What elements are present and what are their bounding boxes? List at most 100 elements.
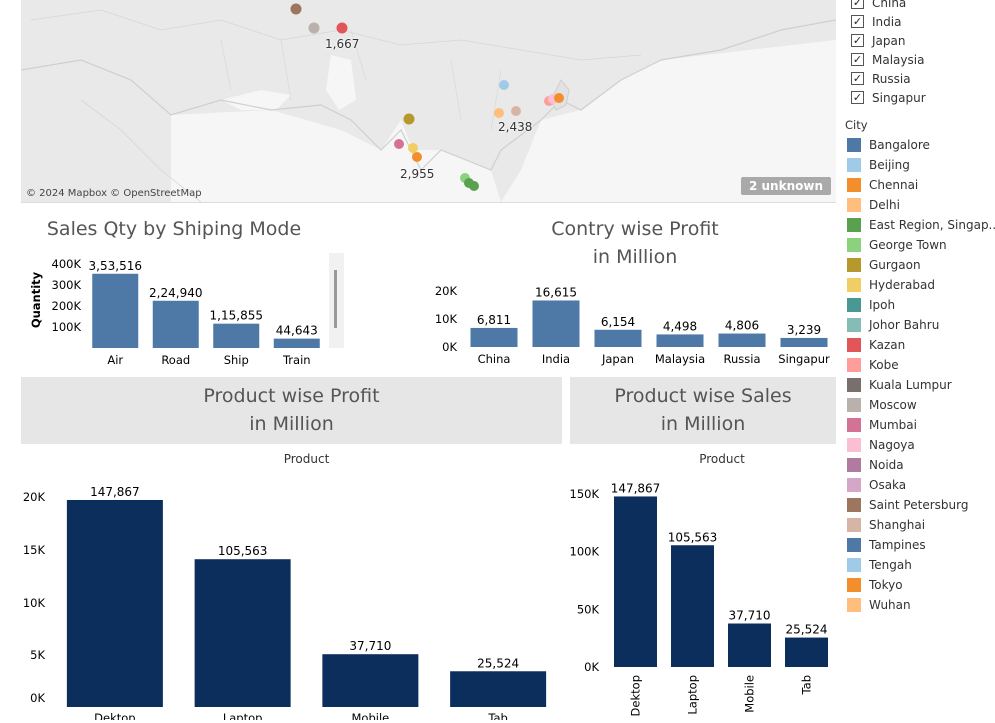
country-filter-item[interactable]: ✓ Singapur	[851, 88, 926, 107]
city-map[interactable]: 1,667 2,438 2,955 © 2024 Mapbox © OpenSt…	[21, 0, 836, 203]
legend-item[interactable]: Gurgaon	[847, 255, 921, 275]
x-tick-label: Mobile	[352, 711, 390, 720]
country-filter-label: Malaysia	[872, 52, 925, 67]
title-band-product-profit	[21, 377, 562, 444]
unknown-badge[interactable]: 2 unknown	[740, 177, 831, 195]
bar	[671, 545, 714, 667]
legend-swatch	[847, 318, 861, 332]
y-tick-label: 10K	[23, 596, 46, 610]
y-tick-label: 100K	[52, 320, 82, 334]
x-tick-label: Japan	[601, 352, 634, 366]
bar	[450, 671, 547, 707]
legend-item[interactable]: Mumbai	[847, 415, 917, 435]
legend-item[interactable]: Ipoh	[847, 295, 895, 315]
legend-item[interactable]: Wuhan	[847, 595, 911, 615]
legend-item[interactable]: Johor Bahru	[847, 315, 939, 335]
bar	[780, 337, 828, 347]
title-band-product-sales	[570, 377, 836, 444]
x-tick-label: Laptop	[223, 711, 263, 720]
legend-swatch	[847, 358, 861, 372]
country-filter-label: Japan	[872, 33, 906, 48]
y-tick-label: 400K	[52, 257, 82, 271]
legend-swatch	[847, 418, 861, 432]
y-tick-label: 5K	[30, 648, 45, 662]
y-tick-label: 150K	[570, 487, 599, 501]
bar	[728, 623, 771, 667]
legend-item[interactable]: Kobe	[847, 355, 899, 375]
checkbox[interactable]: ✓	[851, 91, 864, 104]
country-filter-item[interactable]: ✓ India	[851, 12, 901, 31]
legend-item[interactable]: Nagoya	[847, 435, 915, 455]
chart-product-sales: 150K 100K 50K 0K 147,867 Dektop 105,563 Laptop 3…	[570, 481, 828, 716]
bar	[194, 559, 291, 707]
legend-item[interactable]: Osaka	[847, 475, 906, 495]
checkbox[interactable]: ✓	[851, 15, 864, 28]
y-tick-label: 100K	[570, 545, 599, 559]
legend-swatch	[847, 238, 861, 252]
country-filter-label: Russia	[872, 71, 911, 86]
x-tick-label: Tab	[487, 711, 507, 720]
chart-title-country-profit: Contry wise Profit in Million	[430, 215, 840, 271]
bar	[532, 300, 580, 347]
y-tick-label: 0K	[30, 691, 45, 705]
legend-item[interactable]: Tengah	[847, 555, 912, 575]
legend-item[interactable]: Beijing	[847, 155, 910, 175]
legend-label: Moscow	[869, 398, 917, 412]
legend-item[interactable]: Noida	[847, 455, 904, 475]
map-attribution: © 2024 Mapbox © OpenStreetMap	[26, 188, 202, 199]
y-tick-label: 15K	[23, 543, 46, 557]
x-tick-label: Train	[282, 353, 311, 367]
x-tick-label: Malaysia	[655, 352, 705, 366]
country-filter-item[interactable]: ✓ China	[851, 0, 906, 12]
x-tick-label: Road	[161, 353, 190, 367]
bar	[594, 329, 642, 347]
checkbox[interactable]: ✓	[851, 72, 864, 85]
bar	[470, 327, 518, 347]
legend-item[interactable]: East Region, Singap..	[847, 215, 995, 235]
legend-item[interactable]: George Town	[847, 235, 947, 255]
country-filter-item[interactable]: ✓ Malaysia	[851, 50, 924, 69]
checkbox[interactable]: ✓	[851, 34, 864, 47]
legend-swatch	[847, 558, 861, 572]
bar-value-label: 44,643	[276, 324, 318, 338]
y-tick-label: 20K	[23, 490, 46, 504]
legend-item[interactable]: Delhi	[847, 195, 900, 215]
legend-label: Nagoya	[869, 438, 915, 452]
x-tick-label: Dektop	[629, 675, 643, 716]
checkbox[interactable]: ✓	[851, 53, 864, 66]
chart-country-profit: 20K 10K 0K 6,811 China 16,615 India 6,154 Japan 4…	[435, 284, 830, 366]
map-basemap	[21, 0, 836, 202]
bar-value-label: 25,524	[477, 656, 519, 670]
legend-swatch	[847, 478, 861, 492]
country-filter-item[interactable]: ✓ Japan	[851, 31, 905, 50]
legend-label: Mumbai	[869, 418, 917, 432]
bar-value-label: 6,811	[477, 313, 511, 327]
legend-label: Gurgaon	[869, 258, 921, 272]
checkbox[interactable]: ✓	[851, 0, 864, 9]
country-filter-item[interactable]: ✓ Russia	[851, 69, 911, 88]
legend-item[interactable]: Saint Petersburg	[847, 495, 968, 515]
legend-item[interactable]: Tampines	[847, 535, 926, 555]
legend-item[interactable]: Hyderabad	[847, 275, 935, 295]
legend-label: Hyderabad	[869, 278, 935, 292]
legend-item[interactable]: Shanghai	[847, 515, 925, 535]
x-tick-label: Dektop	[94, 711, 135, 720]
legend-item[interactable]: Kazan	[847, 335, 905, 355]
bar-value-label: 4,806	[725, 319, 759, 333]
legend-label: Saint Petersburg	[869, 498, 969, 512]
chart-title-product-profit: Product wise Profit in Million	[21, 382, 562, 438]
legend-item[interactable]: Moscow	[847, 395, 917, 415]
legend-item[interactable]: Tokyo	[847, 575, 903, 595]
legend-label: Kazan	[869, 338, 906, 352]
legend-item[interactable]: Bangalore	[847, 135, 930, 155]
legend-label: Johor Bahru	[869, 318, 940, 332]
legend-item[interactable]: Chennai	[847, 175, 918, 195]
chart-title-line-1: Product wise Profit	[203, 385, 380, 407]
y-tick-label: 300K	[52, 278, 82, 292]
x-tick-label: Singapur	[778, 352, 830, 366]
bar	[152, 300, 199, 348]
legend-item[interactable]: Kuala Lumpur	[847, 375, 952, 395]
bar	[66, 499, 163, 707]
legend-label: Wuhan	[869, 598, 911, 612]
bar	[273, 338, 320, 348]
